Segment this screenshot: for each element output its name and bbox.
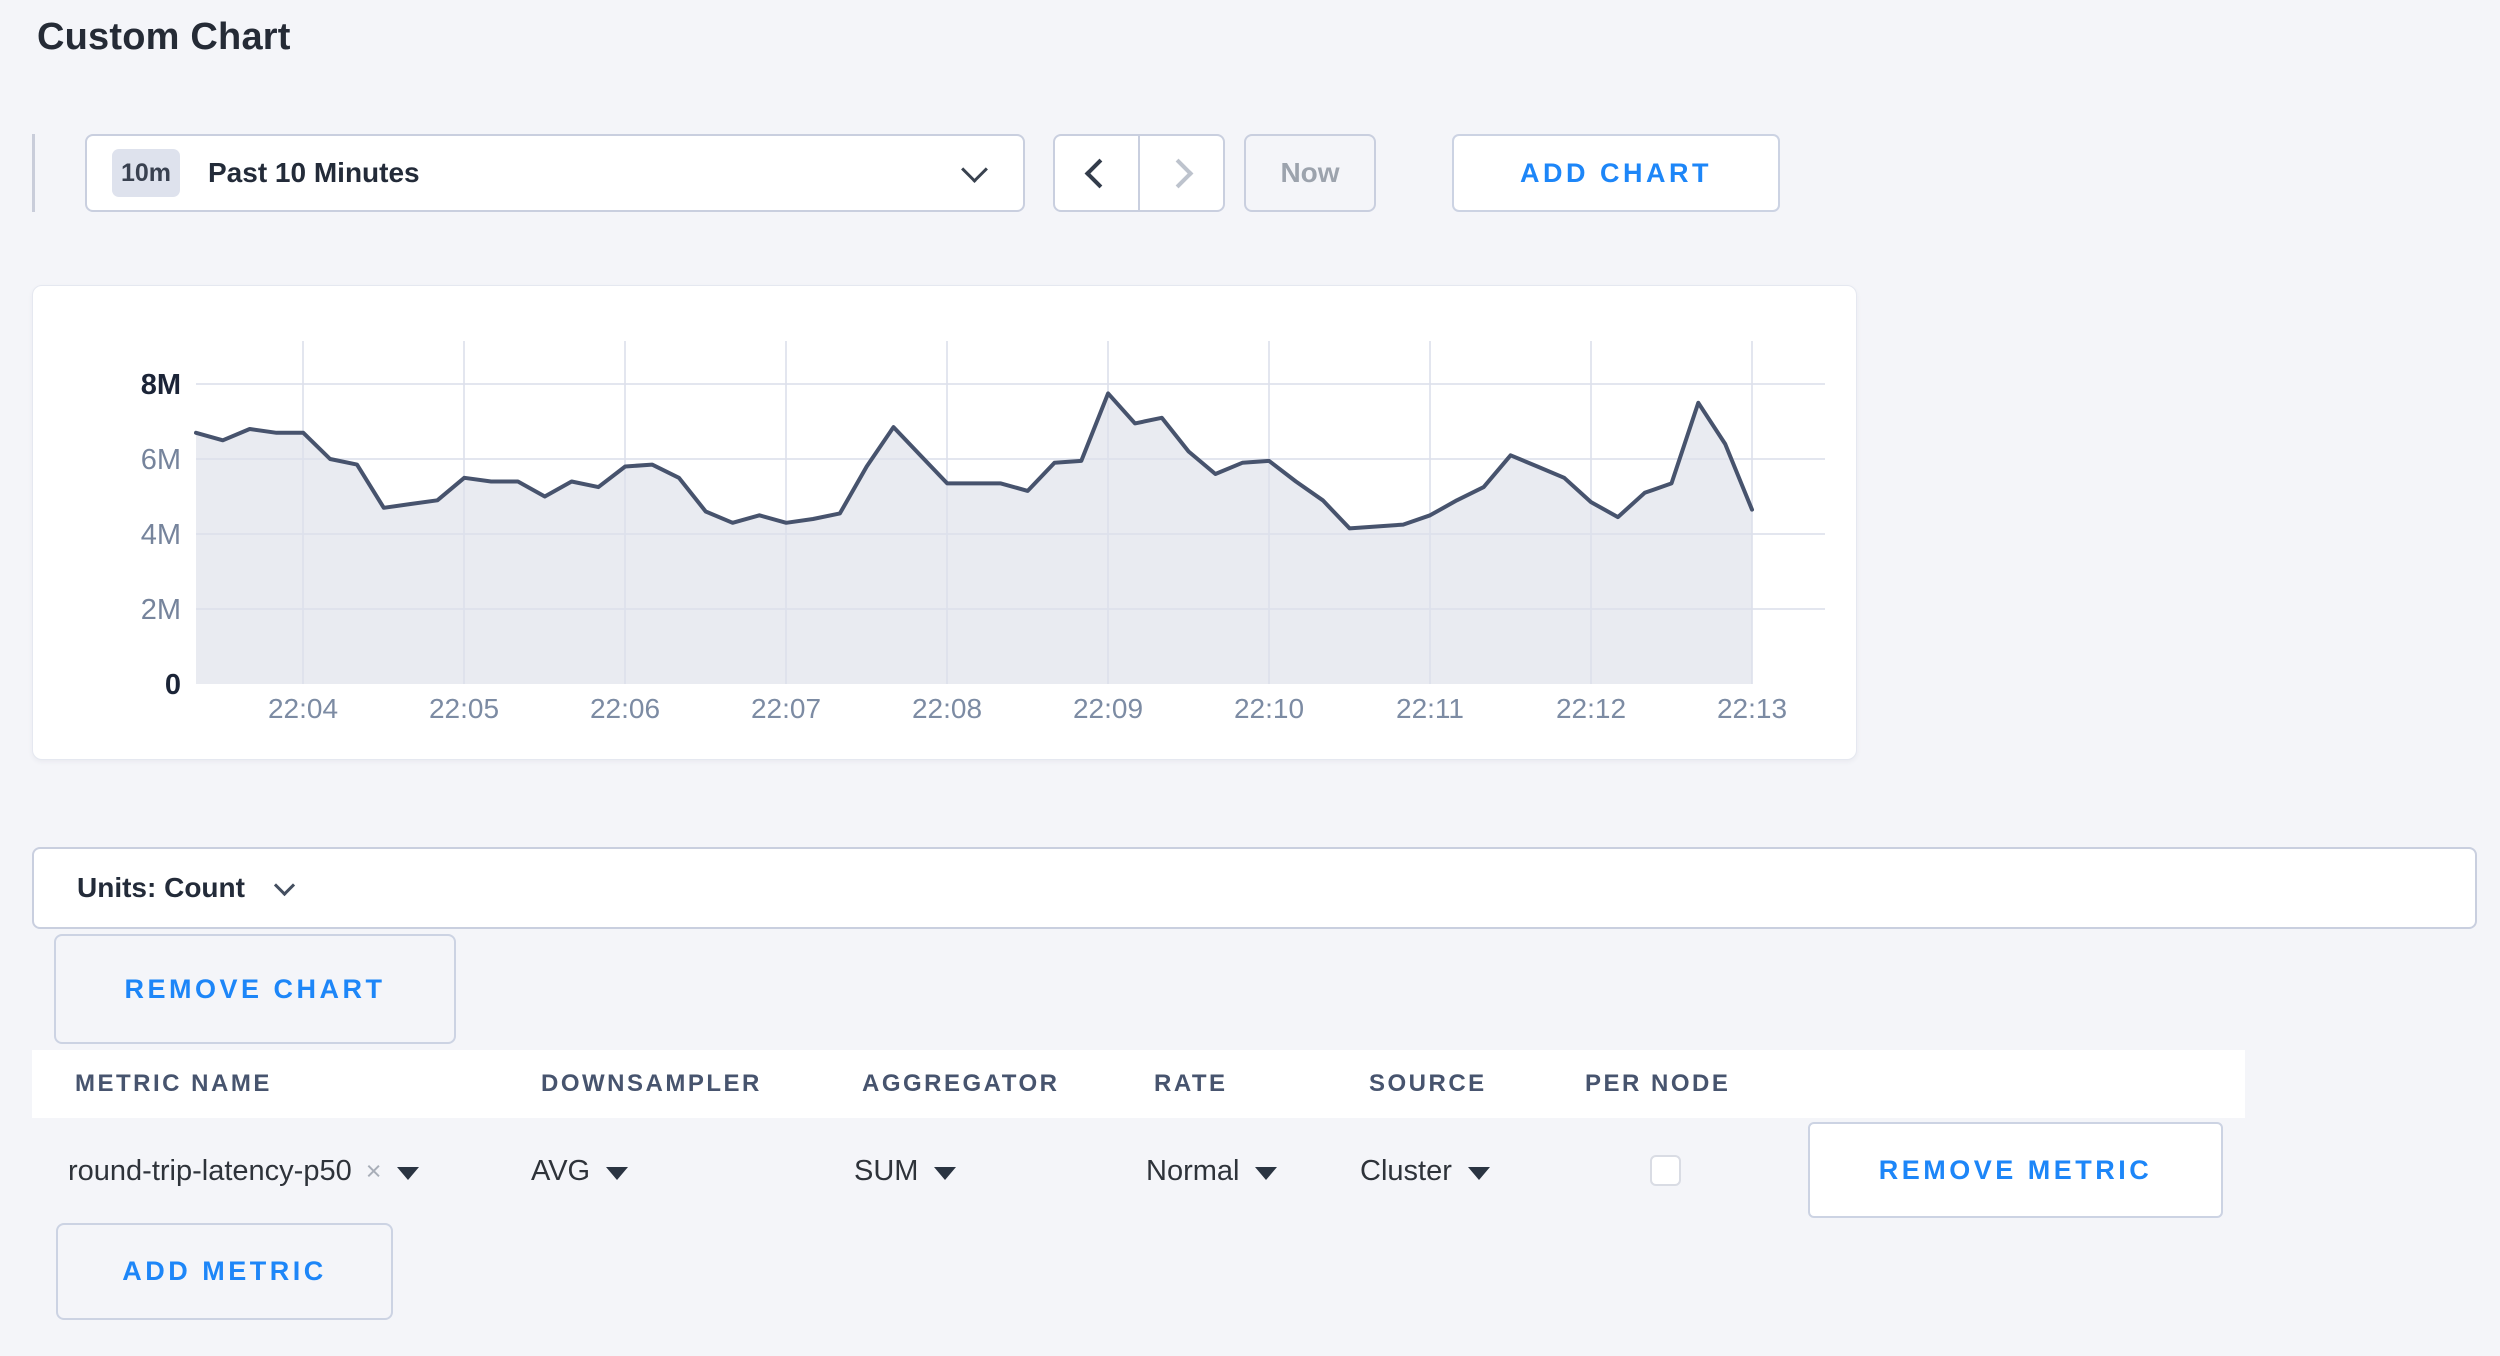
dropdown-caret-icon [1467,1166,1490,1180]
dropdown-caret-icon [606,1166,629,1180]
x-axis-tick-label: 22:07 [751,693,821,724]
per-node-checkbox[interactable] [1650,1155,1681,1186]
series-area [196,393,1752,684]
y-axis-tick-label: 2M [141,594,181,626]
x-axis-tick-label: 22:09 [1073,693,1143,724]
y-axis-tick-label: 6M [141,444,181,476]
downsampler-select[interactable]: AVG [531,1136,629,1206]
time-nav-group [1053,134,1225,212]
dropdown-caret-icon [397,1166,420,1180]
column-header-source: SOURCE [1369,1070,1487,1097]
x-axis-tick-label: 22:13 [1717,693,1787,724]
clear-metric-icon[interactable]: × [365,1155,382,1186]
metric-name-value: round-trip-latency-p50 [68,1154,352,1187]
add-metric-button[interactable]: ADD METRIC [56,1223,393,1320]
x-axis-tick-label: 22:05 [429,693,499,724]
rate-select[interactable]: Normal [1146,1136,1278,1206]
y-axis-tick-label: 4M [141,519,181,551]
timeseries-chart[interactable]: 0 2M 4M 6M 8M 22:04 22:05 22:06 22:07 22:08 22:09 2… [33,286,1856,759]
y-axis-tick-label: 8M [141,369,181,401]
time-range-dropdown[interactable]: 10m Past 10 Minutes [85,134,1025,212]
next-time-button[interactable] [1140,136,1223,210]
column-header-rate: RATE [1154,1070,1228,1097]
chevron-left-icon [1084,158,1115,188]
column-header-downsampler: DOWNSAMPLER [541,1070,762,1097]
x-axis-tick-label: 22:11 [1396,693,1464,724]
units-dropdown[interactable]: Units: Count [32,847,2477,929]
dropdown-caret-icon [1255,1166,1278,1180]
aggregator-select[interactable]: SUM [854,1136,957,1206]
rate-value: Normal [1146,1154,1240,1187]
source-value: Cluster [1360,1154,1452,1187]
time-range-label: Past 10 Minutes [208,157,420,188]
x-axis-tick-label: 22:10 [1234,693,1304,724]
units-label: Units: Count [77,872,245,903]
prev-time-button[interactable] [1055,136,1140,210]
x-axis-tick-label: 22:06 [590,693,660,724]
x-axis-tick-label: 22:04 [268,693,338,724]
toolbar-accent-divider [32,134,35,212]
metric-name-select[interactable]: round-trip-latency-p50 × [68,1136,420,1206]
time-range-badge: 10m [112,149,180,197]
y-axis-tick-label: 0 [165,669,181,701]
table-header-band [32,1050,2245,1118]
add-chart-button[interactable]: ADD CHART [1452,134,1780,212]
chevron-down-icon [273,874,296,896]
downsampler-value: AVG [531,1154,591,1187]
chevron-right-icon [1163,158,1194,188]
remove-chart-button[interactable]: REMOVE CHART [54,934,456,1044]
x-axis-tick-label: 22:08 [912,693,982,724]
remove-metric-button[interactable]: REMOVE METRIC [1808,1122,2223,1218]
page-title: Custom Chart [37,16,291,58]
aggregator-value: SUM [854,1154,919,1187]
series-line [194,391,1754,531]
x-axis-tick-label: 22:12 [1556,693,1626,724]
column-header-aggregator: AGGREGATOR [862,1070,1060,1097]
chart-card: 0 2M 4M 6M 8M 22:04 22:05 22:06 22:07 22:08 22:09 2… [32,285,1857,760]
column-header-per-node: PER NODE [1585,1070,1731,1097]
dropdown-caret-icon [934,1166,957,1180]
chevron-down-icon [961,155,988,183]
column-header-metric-name: METRIC NAME [75,1070,272,1097]
now-button[interactable]: Now [1244,134,1376,212]
source-select[interactable]: Cluster [1360,1136,1490,1206]
